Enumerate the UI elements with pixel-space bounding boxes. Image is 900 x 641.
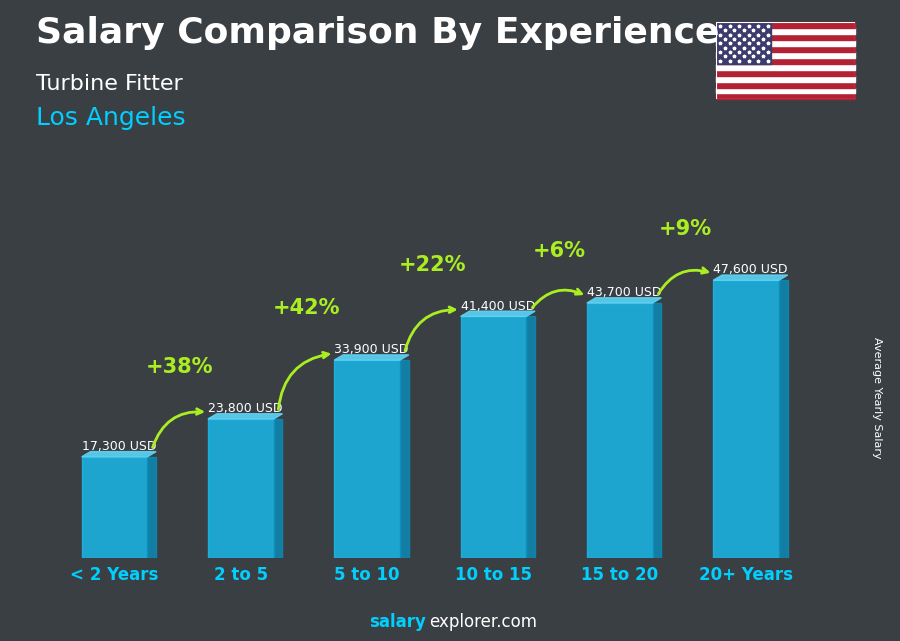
Polygon shape bbox=[713, 275, 788, 280]
Bar bbox=[334, 360, 400, 558]
Bar bbox=[82, 457, 148, 558]
Polygon shape bbox=[148, 457, 157, 558]
Polygon shape bbox=[778, 280, 788, 558]
Bar bbox=[716, 76, 855, 81]
Polygon shape bbox=[587, 298, 662, 303]
Text: +9%: +9% bbox=[659, 219, 712, 238]
Text: Salary Comparison By Experience: Salary Comparison By Experience bbox=[36, 16, 719, 50]
Polygon shape bbox=[652, 303, 662, 558]
Text: 47,600 USD: 47,600 USD bbox=[713, 263, 788, 276]
Polygon shape bbox=[334, 355, 409, 360]
Text: explorer.com: explorer.com bbox=[429, 613, 537, 631]
Polygon shape bbox=[208, 413, 283, 419]
Bar bbox=[716, 22, 771, 64]
Text: Turbine Fitter: Turbine Fitter bbox=[36, 74, 183, 94]
Polygon shape bbox=[82, 452, 157, 457]
Text: +42%: +42% bbox=[273, 299, 340, 319]
Text: 17,300 USD: 17,300 USD bbox=[82, 440, 156, 453]
Bar bbox=[716, 88, 855, 94]
Text: 23,800 USD: 23,800 USD bbox=[208, 402, 283, 415]
Bar bbox=[716, 28, 855, 34]
Text: Average Yearly Salary: Average Yearly Salary bbox=[872, 337, 883, 458]
Bar bbox=[716, 46, 855, 52]
Text: 33,900 USD: 33,900 USD bbox=[334, 344, 409, 356]
Bar bbox=[461, 317, 526, 558]
Bar bbox=[716, 64, 855, 70]
Bar bbox=[716, 40, 855, 46]
Bar bbox=[716, 81, 855, 88]
Text: 41,400 USD: 41,400 USD bbox=[461, 299, 535, 313]
Text: Los Angeles: Los Angeles bbox=[36, 106, 185, 129]
Polygon shape bbox=[526, 317, 536, 558]
Text: +22%: +22% bbox=[399, 254, 466, 275]
Bar bbox=[716, 22, 855, 28]
Polygon shape bbox=[274, 419, 283, 558]
Bar bbox=[587, 303, 652, 558]
Polygon shape bbox=[400, 360, 409, 558]
Bar bbox=[713, 280, 778, 558]
Bar bbox=[716, 52, 855, 58]
Text: +38%: +38% bbox=[146, 357, 213, 378]
Bar bbox=[716, 70, 855, 76]
Text: 43,700 USD: 43,700 USD bbox=[587, 286, 662, 299]
Bar bbox=[208, 419, 274, 558]
Bar bbox=[716, 34, 855, 40]
Text: salary: salary bbox=[369, 613, 426, 631]
Bar bbox=[716, 94, 855, 99]
Text: +6%: +6% bbox=[532, 242, 585, 262]
Bar bbox=[716, 58, 855, 64]
Polygon shape bbox=[461, 311, 536, 317]
